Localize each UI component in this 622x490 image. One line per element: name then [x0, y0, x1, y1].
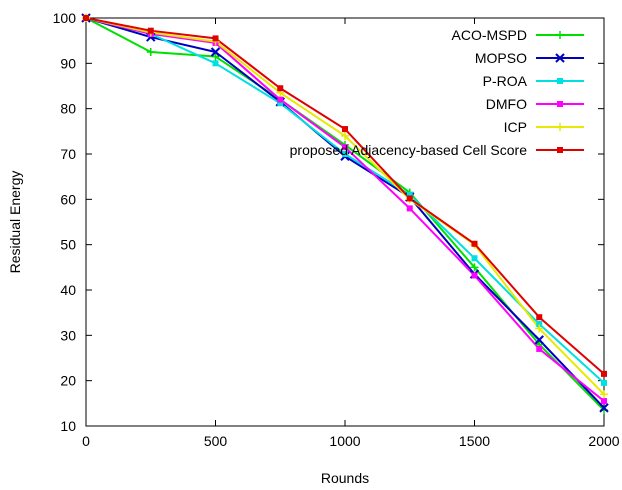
- data-point-p-roa: [536, 321, 543, 327]
- data-point-p-roa: [471, 255, 478, 262]
- data-point-dmfo: [342, 144, 348, 151]
- data-point-p-roa: [601, 379, 607, 386]
- y-tick-label: 60: [60, 191, 76, 207]
- legend-item-p-roa: P-ROA: [483, 73, 584, 89]
- data-point-dmfo: [406, 205, 413, 212]
- y-tick-label: 70: [60, 146, 76, 162]
- legend-marker: [557, 147, 563, 153]
- series-markers: [81, 13, 609, 415]
- legend-label: ICP: [504, 119, 527, 135]
- legend-item-mopso: MOPSO: [475, 50, 584, 66]
- data-point-aco-mspd: [211, 52, 220, 61]
- y-tick-label: 10: [60, 418, 76, 434]
- data-point-p-roa: [406, 191, 413, 198]
- y-tick-label: 40: [60, 282, 76, 298]
- x-tick-label: 1000: [329, 433, 360, 449]
- legend-item-aco-mspd: ACO-MSPD: [452, 27, 584, 43]
- data-point-p-roa: [212, 60, 219, 67]
- data-point-proposed-adjacency-based-cell-score: [342, 126, 348, 133]
- legend-label: proposed Adjacency-based Cell Score: [290, 142, 528, 158]
- x-tick-label: 0: [82, 433, 90, 449]
- legend-marker: [556, 31, 564, 39]
- y-tick-label: 90: [60, 55, 76, 71]
- legend-item-icp: ICP: [504, 119, 584, 135]
- data-point-proposed-adjacency-based-cell-score: [277, 85, 284, 92]
- x-tick-label: 1500: [459, 433, 490, 449]
- legend-label: DMFO: [486, 96, 527, 112]
- legend: ACO-MSPD MOPSO P-ROA DMFO ICP proposed Adjace…: [290, 27, 584, 158]
- y-tick-label: 20: [60, 373, 76, 389]
- data-point-icp: [535, 324, 544, 333]
- legend-item-proposed-adjacency-based-cell-score: proposed Adjacency-based Cell Score: [290, 142, 584, 158]
- data-point-proposed-adjacency-based-cell-score: [147, 27, 154, 34]
- x-tick-label: 500: [204, 433, 228, 449]
- data-point-p-roa: [277, 100, 284, 107]
- data-point-mopso: [534, 335, 544, 345]
- series-line-proposed-adjacency-based-cell-score: [85, 17, 605, 375]
- data-point-mopso: [599, 403, 609, 413]
- data-point-aco-mspd: [146, 48, 155, 56]
- legend-item-dmfo: DMFO: [486, 96, 584, 112]
- data-point-proposed-adjacency-based-cell-score: [471, 240, 478, 247]
- legend-label: ACO-MSPD: [452, 27, 527, 43]
- y-tick-label: 50: [60, 237, 76, 253]
- data-point-dmfo: [471, 272, 478, 279]
- legend-marker: [555, 53, 565, 63]
- legend-marker: [557, 101, 563, 107]
- y-axis-title: Residual Energy: [7, 171, 23, 274]
- data-point-dmfo: [601, 398, 607, 405]
- axis-tick-labels: 0 500 1000 1500 2000 10 20 30 40 50 60 70 80 90 100: [53, 10, 620, 449]
- data-point-icp: [600, 390, 608, 399]
- legend-label: MOPSO: [475, 50, 527, 66]
- data-point-dmfo: [277, 96, 284, 103]
- legend-marker: [557, 78, 563, 84]
- axis-ticks: [85, 17, 605, 427]
- y-tick-label: 30: [60, 327, 76, 343]
- legend-label: P-ROA: [483, 73, 528, 89]
- data-point-icp: [341, 131, 349, 140]
- data-point-proposed-adjacency-based-cell-score: [536, 314, 543, 321]
- data-point-dmfo: [536, 345, 543, 352]
- data-point-proposed-adjacency-based-cell-score: [406, 195, 413, 202]
- legend-marker: [556, 123, 564, 131]
- data-point-proposed-adjacency-based-cell-score: [601, 370, 607, 377]
- y-tick-label: 100: [53, 10, 77, 26]
- data-point-proposed-adjacency-based-cell-score: [83, 15, 89, 21]
- data-point-p-roa: [342, 151, 348, 157]
- x-axis-title: Rounds: [321, 470, 369, 486]
- data-point-mopso: [210, 47, 221, 57]
- data-point-aco-mspd: [470, 263, 479, 272]
- x-tick-label: 2000: [588, 433, 619, 449]
- data-point-proposed-adjacency-based-cell-score: [212, 35, 219, 42]
- y-tick-label: 80: [60, 101, 76, 117]
